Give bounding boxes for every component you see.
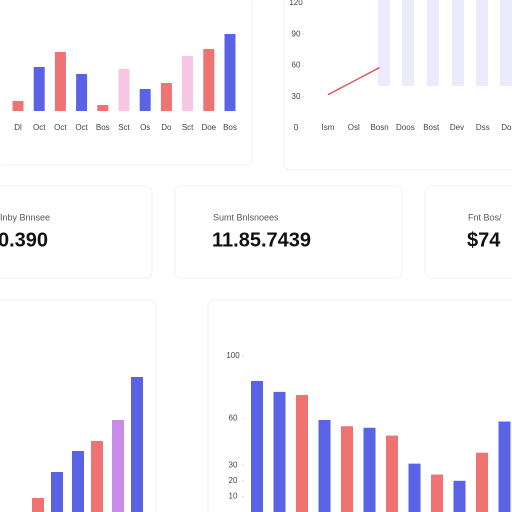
- bar: [273, 391, 286, 512]
- y-tick-label: 30: [229, 460, 238, 469]
- bar: [386, 435, 398, 512]
- card: [174, 185, 403, 279]
- stat-value: 0.390: [0, 229, 48, 251]
- bar: [33, 67, 45, 111]
- column: [427, 0, 439, 86]
- x-tick-label: Bost: [423, 123, 440, 132]
- y-tick-label: 100: [226, 351, 240, 360]
- x-tick-label: Do: [161, 123, 172, 132]
- y-tick-label: 60: [292, 61, 301, 70]
- bar: [476, 452, 488, 512]
- bar: [131, 377, 143, 512]
- x-tick-label: Sct: [118, 123, 130, 132]
- bar: [203, 49, 215, 111]
- column: [500, 0, 512, 86]
- column: [476, 0, 488, 86]
- x-tick-label: Bos: [96, 123, 110, 132]
- stat-label: Sumt Bnlsnoees: [213, 212, 279, 222]
- bar: [112, 420, 124, 512]
- bar: [318, 419, 331, 512]
- bar: [182, 56, 194, 111]
- bar: [296, 395, 308, 512]
- card: [0, 185, 153, 279]
- bar: [160, 83, 172, 111]
- bar: [54, 52, 66, 111]
- x-tick-label: Bosn: [370, 123, 388, 132]
- x-tick-label: Ism: [322, 123, 335, 132]
- bar: [139, 89, 151, 111]
- stat-value: $74: [467, 229, 501, 251]
- y-tick-label: 120: [289, 0, 303, 7]
- y-tick-label: 20: [229, 476, 238, 485]
- bar: [51, 472, 63, 512]
- bar: [91, 441, 103, 512]
- bar: [72, 451, 84, 512]
- bar: [453, 480, 466, 512]
- card: [424, 185, 512, 279]
- bar: [408, 463, 421, 512]
- bar: [118, 69, 130, 111]
- stat-value: 11.85.7439: [212, 229, 311, 251]
- x-tick-label: Oct: [54, 123, 67, 132]
- x-tick-label: Doe: [201, 123, 216, 132]
- x-tick-label: Oct: [33, 123, 46, 132]
- y-tick-label: 30: [292, 92, 301, 101]
- x-tick-label: Doos: [396, 123, 415, 132]
- bar: [251, 380, 263, 512]
- bar: [431, 474, 443, 512]
- x-tick-label: Os: [140, 123, 150, 132]
- x-tick-label: Osl: [348, 123, 360, 132]
- bar: [76, 74, 88, 111]
- stat-label: Inby Bnnsee: [0, 212, 50, 222]
- x-tick-label: Dev: [450, 123, 464, 132]
- x-tick-label: Bos: [223, 123, 237, 132]
- bar: [341, 426, 353, 512]
- bar: [12, 101, 24, 111]
- bar: [97, 105, 109, 111]
- stat-label: Fnt Bos/: [468, 212, 502, 222]
- column: [452, 0, 464, 86]
- background-columns: [378, 0, 512, 86]
- column: [378, 0, 390, 86]
- bar: [498, 421, 511, 512]
- bar: [32, 498, 44, 512]
- bar: [363, 427, 376, 512]
- y-tick-label: 90: [292, 29, 301, 38]
- bar: [224, 34, 236, 111]
- y-tick-label: 0: [294, 123, 299, 132]
- y-tick-label: 60: [229, 414, 238, 423]
- x-tick-label: Dss: [476, 123, 490, 132]
- line: [327, 66, 380, 96]
- y-tick-label: 10: [229, 492, 238, 501]
- x-tick-label: Sct: [182, 123, 194, 132]
- column: [402, 0, 414, 86]
- x-tick-label: Oct: [75, 123, 88, 132]
- x-tick-label: Dl: [14, 123, 22, 132]
- x-tick-label: Doe: [501, 123, 512, 132]
